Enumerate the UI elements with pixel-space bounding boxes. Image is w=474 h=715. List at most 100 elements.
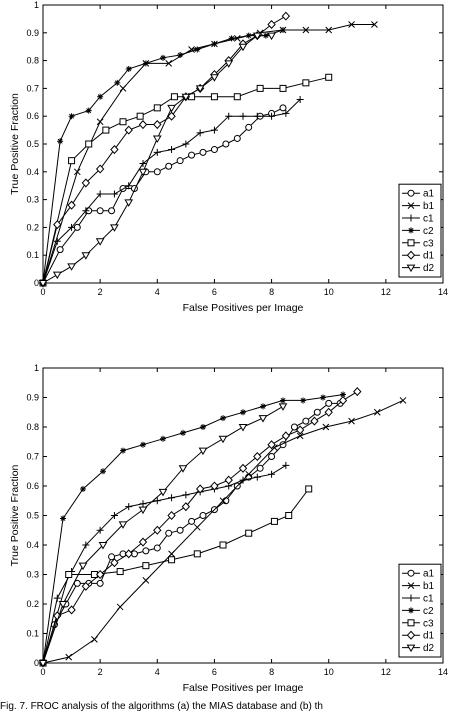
data-point-c3 [279, 84, 287, 92]
data-point-c1 [182, 491, 190, 499]
data-point-a1 [96, 579, 104, 587]
data-point-d2 [58, 601, 68, 609]
data-point-d1 [110, 558, 119, 568]
series-line-b1 [42, 24, 375, 284]
data-point-c1 [282, 109, 290, 117]
data-point-d1 [295, 425, 305, 435]
data-point-b1 [348, 417, 355, 425]
y-tick-label: 0 [34, 278, 39, 288]
data-point-c1 [125, 182, 133, 190]
x-tick-label: 10 [324, 287, 334, 297]
data-point-c3 [142, 562, 150, 570]
data-point-c2 [85, 107, 92, 114]
data-point-b1 [348, 21, 355, 28]
legend-label: a1 [423, 189, 435, 200]
data-point-c3 [168, 556, 176, 564]
legend-label: c1 [423, 214, 434, 225]
data-point-c1 [68, 223, 76, 231]
data-point-d1 [95, 569, 105, 580]
data-point-c1 [253, 112, 261, 120]
data-point-a1 [222, 497, 230, 505]
data-point-d2 [278, 403, 288, 411]
data-point-a1 [325, 399, 333, 407]
data-point-c2 [260, 403, 266, 410]
legend-label: c2 [423, 226, 434, 237]
data-point-d1 [267, 440, 276, 450]
data-point-c2 [228, 35, 235, 42]
data-point-c3 [325, 73, 333, 81]
data-point-c1 [153, 497, 161, 505]
data-point-a1 [279, 104, 287, 112]
data-point-c1 [282, 461, 290, 469]
x-axis-label: False Positives per Image [183, 302, 304, 314]
data-point-c3 [302, 79, 310, 87]
data-point-d2 [118, 521, 128, 529]
data-point-c2 [280, 27, 286, 34]
data-point-c2 [408, 607, 414, 614]
data-point-a1 [233, 134, 241, 142]
data-point-d1 [124, 549, 133, 559]
x-tick-label: 8 [269, 667, 274, 677]
data-point-d2 [95, 238, 105, 246]
data-point-d1 [81, 178, 91, 188]
data-point-c2 [194, 46, 201, 53]
data-point-c1 [139, 159, 147, 167]
data-point-d1 [224, 475, 233, 485]
data-point-d2 [238, 43, 248, 52]
data-point-a1 [407, 189, 415, 197]
legend-label: a1 [423, 569, 435, 580]
y-tick-label: 0.5 [26, 139, 39, 149]
data-point-c3 [85, 140, 93, 148]
data-point-c2 [160, 435, 166, 442]
series-c1 [39, 96, 304, 287]
data-point-a1 [176, 157, 184, 165]
series-line-a1 [42, 107, 284, 284]
data-point-c2 [114, 79, 121, 86]
y-tick-label: 0.3 [26, 570, 39, 580]
data-point-c2 [340, 391, 346, 398]
data-point-d2 [258, 415, 268, 423]
data-point-d2 [406, 264, 416, 273]
data-point-a1 [56, 246, 64, 254]
x-tick-label: 4 [155, 667, 160, 677]
data-point-a1 [222, 140, 230, 148]
legend-label: b1 [423, 581, 435, 592]
data-point-d1 [267, 19, 276, 29]
data-point-c3 [219, 541, 227, 549]
data-point-c1 [168, 494, 176, 502]
data-point-c2 [100, 468, 106, 475]
y-tick-label: 0.1 [26, 629, 39, 639]
data-point-c3 [68, 157, 76, 165]
data-point-c3 [256, 84, 264, 92]
series-line-c2 [42, 29, 284, 284]
legend-label: c3 [423, 238, 434, 249]
data-point-d1 [153, 120, 162, 130]
data-point-c1 [268, 470, 276, 478]
data-point-d2 [52, 271, 62, 280]
y-tick-label: 0.8 [26, 56, 39, 66]
y-tick-label: 0.3 [26, 195, 39, 205]
data-point-c2 [68, 113, 75, 120]
data-point-a1 [245, 123, 253, 131]
data-point-c3 [116, 568, 124, 576]
froc-chart-1: 0 2 4 6 8 10 12 14 0 0.1 0.2 0.3 0.4 0.5 0.6 0.7 0.8 0.9 1… [9, 0, 448, 314]
data-point-c1 [407, 214, 415, 222]
series-line-c2 [42, 394, 344, 664]
data-point-c3 [153, 104, 161, 112]
data-point-d1 [110, 145, 119, 155]
data-point-c2 [57, 138, 64, 145]
data-point-c1 [168, 146, 176, 154]
data-point-a1 [313, 408, 321, 416]
data-point-c1 [82, 541, 90, 549]
data-point-c3 [233, 93, 241, 101]
series-c2 [40, 27, 286, 286]
data-point-b1 [193, 523, 201, 531]
series-d2 [38, 403, 288, 668]
data-point-c3 [270, 517, 278, 525]
data-point-c2 [160, 54, 166, 61]
data-point-c1 [196, 129, 204, 137]
x-tick-label: 12 [381, 287, 391, 297]
x-tick-label: 2 [98, 287, 103, 297]
data-point-c2 [140, 441, 146, 448]
